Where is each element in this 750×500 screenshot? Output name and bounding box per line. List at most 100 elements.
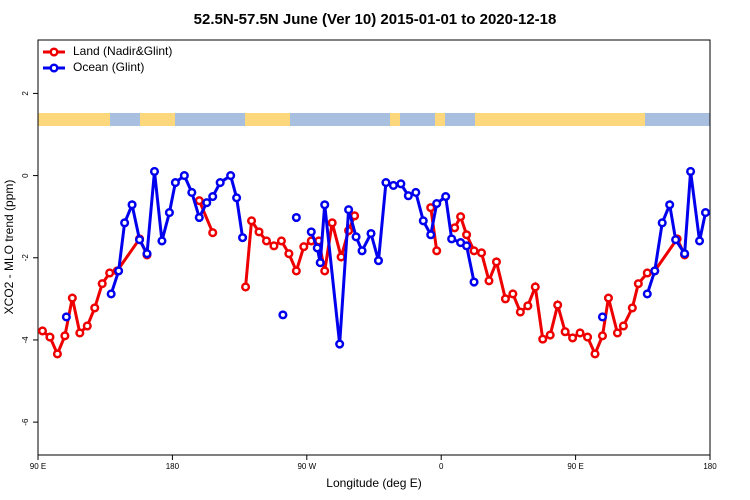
data-point bbox=[157, 236, 167, 246]
data-point bbox=[530, 282, 540, 292]
data-point bbox=[170, 178, 180, 188]
data-point bbox=[312, 243, 322, 253]
data-point bbox=[238, 233, 248, 243]
x-tick-label: 180 bbox=[703, 462, 717, 471]
data-point bbox=[278, 310, 288, 320]
data-point bbox=[142, 249, 152, 259]
data-point bbox=[336, 252, 346, 262]
data-point bbox=[500, 294, 510, 304]
data-point bbox=[633, 279, 643, 289]
data-point bbox=[491, 257, 502, 267]
data-point bbox=[52, 349, 62, 359]
data-point bbox=[120, 218, 130, 228]
data-point bbox=[627, 303, 637, 313]
data-point bbox=[441, 191, 451, 202]
data-point bbox=[226, 171, 236, 181]
data-point bbox=[351, 232, 361, 242]
data-point bbox=[426, 230, 436, 240]
data-point bbox=[603, 293, 614, 303]
data-point bbox=[254, 227, 264, 237]
data-point bbox=[432, 198, 442, 209]
legend-marker bbox=[49, 63, 59, 73]
x-tick-label: 90 E bbox=[567, 462, 583, 471]
data-point bbox=[560, 327, 570, 337]
data-point bbox=[553, 300, 563, 310]
data-point bbox=[194, 212, 204, 223]
data-point bbox=[291, 212, 301, 223]
data-point bbox=[680, 249, 690, 259]
data-point bbox=[642, 268, 652, 278]
data-point bbox=[60, 331, 70, 341]
data-point bbox=[650, 266, 660, 276]
data-point bbox=[134, 235, 145, 245]
data-point bbox=[373, 256, 384, 266]
y-tick-label: -6 bbox=[21, 418, 30, 426]
data-point bbox=[320, 200, 330, 210]
data-point bbox=[61, 312, 71, 322]
data-point bbox=[67, 293, 77, 303]
data-point bbox=[545, 330, 555, 340]
data-point bbox=[597, 312, 608, 322]
data-point bbox=[241, 282, 251, 292]
data-point bbox=[315, 258, 325, 268]
y-tick-label: 2 bbox=[21, 91, 30, 96]
plot-frame bbox=[37, 39, 711, 456]
data-point bbox=[426, 203, 436, 213]
data-point bbox=[381, 178, 391, 188]
data-point bbox=[276, 236, 286, 246]
x-tick-label: 90 E bbox=[30, 462, 46, 471]
data-point bbox=[194, 196, 204, 206]
data-point bbox=[515, 307, 525, 317]
data-point bbox=[508, 289, 518, 299]
data-point bbox=[90, 303, 100, 313]
data-point bbox=[694, 236, 705, 246]
data-point bbox=[523, 301, 533, 311]
data-point bbox=[418, 216, 428, 226]
data-point bbox=[582, 332, 593, 342]
data-point bbox=[202, 198, 212, 208]
data-point bbox=[261, 236, 272, 246]
data-point bbox=[306, 227, 316, 237]
data-point bbox=[686, 166, 696, 177]
y-tick-label: -2 bbox=[21, 254, 30, 262]
data-point bbox=[597, 331, 608, 341]
x-axis-label: Longitude (deg E) bbox=[326, 476, 421, 490]
data-point bbox=[179, 171, 189, 181]
data-point bbox=[366, 228, 376, 239]
data-point bbox=[357, 246, 367, 256]
data-point bbox=[97, 279, 107, 289]
data-point bbox=[105, 268, 115, 278]
data-point bbox=[671, 235, 681, 245]
data-point bbox=[37, 326, 48, 336]
y-axis-label: XCO2 - MLO trend (ppm) bbox=[2, 180, 16, 315]
y-tick-label: 0 bbox=[21, 173, 30, 178]
data-point bbox=[484, 276, 494, 286]
data-point bbox=[568, 333, 578, 343]
data-point bbox=[327, 218, 337, 228]
y-tick-label: -4 bbox=[21, 336, 30, 344]
data-point bbox=[208, 191, 218, 202]
data-point bbox=[320, 266, 330, 276]
data-point bbox=[208, 228, 218, 238]
data-point bbox=[114, 266, 124, 276]
x-tick-label: 90 W bbox=[297, 462, 316, 471]
data-point bbox=[388, 180, 398, 191]
data-point bbox=[612, 328, 622, 338]
data-point bbox=[299, 242, 309, 252]
data-point bbox=[657, 218, 667, 228]
data-point bbox=[411, 187, 421, 197]
data-point bbox=[149, 166, 160, 177]
data-point bbox=[215, 178, 225, 188]
legend-label: Ocean (Glint) bbox=[73, 60, 144, 74]
data-point bbox=[450, 223, 460, 233]
data-point bbox=[246, 216, 257, 226]
data-point bbox=[269, 241, 279, 251]
data-point bbox=[538, 334, 548, 344]
data-point bbox=[590, 349, 600, 359]
data-point bbox=[469, 277, 479, 287]
data-point bbox=[447, 234, 457, 244]
data-point bbox=[75, 328, 85, 338]
data-point bbox=[642, 289, 652, 299]
data-point bbox=[432, 246, 442, 256]
